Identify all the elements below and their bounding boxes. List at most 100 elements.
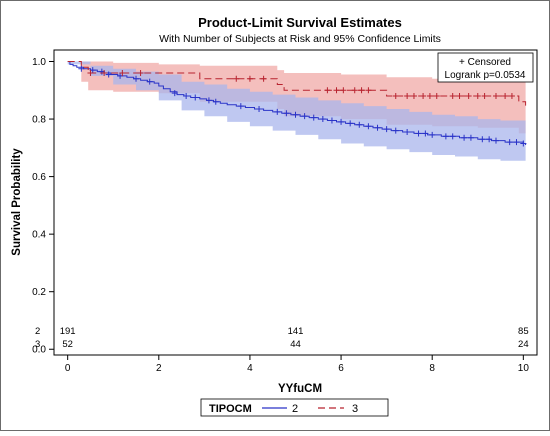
at-risk-count: 85 [518, 326, 529, 337]
censor-mark-3 [246, 75, 253, 82]
censor-mark-3 [119, 70, 126, 77]
at-risk-count: 141 [288, 326, 304, 337]
censor-mark-2 [319, 116, 326, 123]
legend-border [200, 398, 389, 417]
legend-title: TIPOCM [209, 403, 252, 415]
censor-mark-3 [333, 87, 340, 94]
censor-mark-3 [260, 75, 267, 82]
y-tick-label: 0.4 [32, 230, 46, 241]
x-tick-label: 6 [338, 363, 344, 374]
x-tick-label: 10 [518, 363, 530, 374]
censor-mark-3 [449, 93, 456, 100]
at-risk-table: 2 191 141 85 3 52 44 24 [35, 326, 529, 350]
legend-label-2: 2 [292, 403, 298, 415]
y-tick-label: 1.0 [32, 57, 46, 68]
y-tick-label: 0.0 [32, 345, 46, 356]
censor-mark-3 [137, 70, 144, 77]
chart-subtitle: With Number of Subjects at Risk and 95% … [159, 33, 441, 45]
y-tick-label: 0.8 [32, 115, 46, 126]
censor-mark-3 [365, 87, 372, 94]
censor-mark-2 [171, 90, 178, 97]
censor-mark-2 [374, 124, 381, 131]
censor-mark-2 [183, 93, 190, 100]
survival-curve-3 [67, 61, 527, 108]
censor-marks [78, 65, 527, 147]
x-tick-label: 8 [429, 363, 435, 374]
censor-mark-2 [212, 98, 219, 105]
confidence-band-2 [67, 61, 526, 166]
censor-mark-2 [283, 110, 290, 117]
logrank-label: Logrank p=0.0534 [445, 70, 526, 81]
at-risk-count: 44 [290, 339, 301, 350]
confidence-bands [67, 61, 526, 166]
censor-mark-2 [392, 127, 399, 134]
x-tick-label: 0 [65, 363, 71, 374]
censor-mark-3 [410, 93, 417, 100]
censor-mark-3 [340, 87, 347, 94]
censor-mark-2 [78, 65, 85, 72]
censor-mark-2 [461, 134, 468, 141]
x-tick-label: 2 [156, 363, 162, 374]
censor-mark-3 [502, 93, 509, 100]
censor-mark-2 [146, 78, 153, 85]
inset-box: + Censored Logrank p=0.0534 [437, 52, 534, 83]
censor-mark-3 [474, 93, 481, 100]
censored-label: + Censored [459, 57, 511, 68]
at-risk-count: 191 [60, 326, 76, 337]
y-tick-label: 0.6 [32, 172, 46, 183]
censor-mark-2 [133, 75, 140, 82]
censor-mark-2 [365, 123, 372, 130]
censor-mark-2 [486, 136, 493, 143]
censor-mark-2 [415, 130, 422, 137]
censor-mark-2 [383, 126, 390, 133]
censor-mark-3 [420, 93, 427, 100]
censor-mark-2 [479, 136, 486, 143]
censor-mark-3 [87, 70, 94, 77]
censor-mark-3 [404, 93, 411, 100]
censor-mark-2 [105, 71, 112, 78]
censor-mark-2 [404, 129, 411, 136]
censor-mark-2 [205, 97, 212, 104]
y-axis-label: Survival Probability [11, 148, 23, 256]
censor-mark-3 [481, 93, 488, 100]
chart-title: Product-Limit Survival Estimates [198, 15, 402, 30]
at-risk-group-label: 2 [35, 326, 40, 337]
censor-mark-2 [520, 140, 527, 147]
censor-mark-2 [301, 113, 308, 120]
censor-mark-2 [292, 111, 299, 118]
legend-label-3: 3 [352, 403, 358, 415]
censor-mark-3 [392, 93, 399, 100]
at-risk-count: 52 [62, 339, 73, 350]
plot-area-border [53, 49, 538, 356]
censor-mark-2 [449, 133, 456, 140]
censor-mark-2 [429, 131, 436, 138]
censor-mark-2 [347, 120, 354, 127]
censor-mark-3 [233, 75, 240, 82]
censor-mark-3 [351, 87, 358, 94]
censor-mark-2 [192, 94, 199, 101]
censor-mark-3 [492, 93, 499, 100]
censor-mark-2 [237, 103, 244, 110]
censor-mark-3 [508, 93, 515, 100]
censor-mark-3 [426, 93, 433, 100]
inset-border [437, 52, 534, 83]
censor-mark-2 [513, 139, 520, 146]
censor-mark-2 [256, 105, 263, 112]
censor-mark-2 [492, 137, 499, 144]
x-tick-label: 4 [247, 363, 253, 374]
censor-mark-3 [101, 70, 108, 77]
censor-mark-2 [274, 108, 281, 115]
at-risk-count: 24 [518, 339, 529, 350]
censor-mark-2 [356, 121, 363, 128]
x-axis: 0 2 4 6 8 10 [65, 355, 529, 374]
censor-mark-3 [358, 87, 365, 94]
y-tick-label: 0.2 [32, 287, 46, 298]
censor-mark-2 [328, 117, 335, 124]
censor-mark-3 [433, 93, 440, 100]
censor-mark-3 [465, 93, 472, 100]
censor-mark-2 [338, 118, 345, 125]
censor-mark-2 [442, 133, 449, 140]
